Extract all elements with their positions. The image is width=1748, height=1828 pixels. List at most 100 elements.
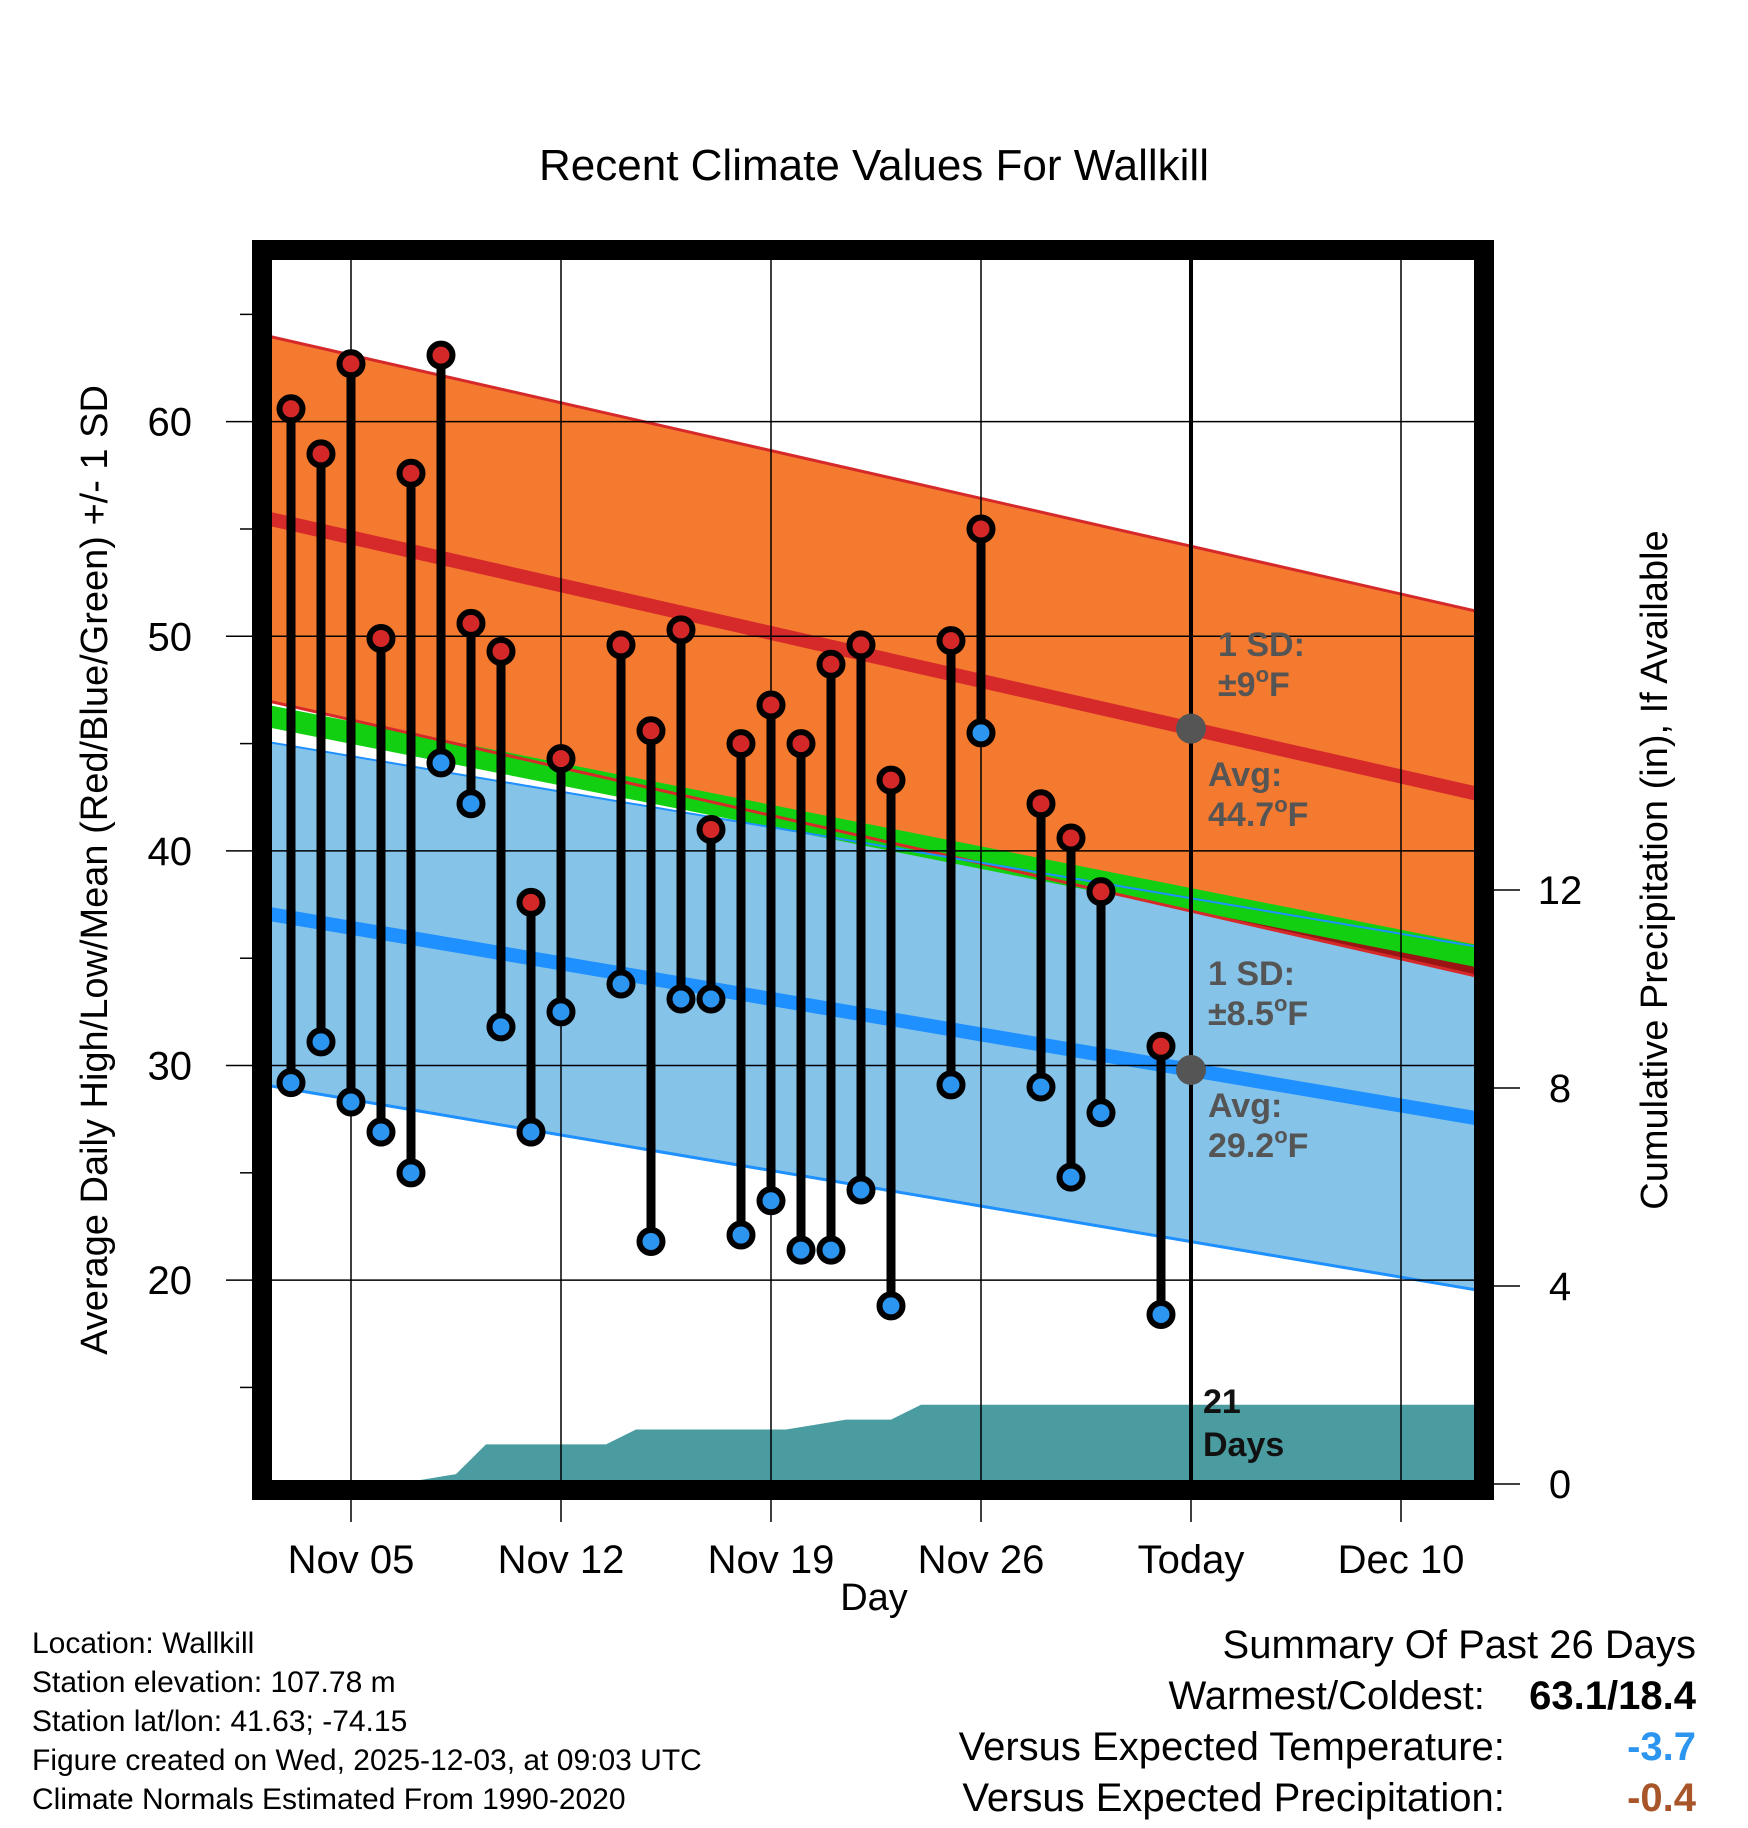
obs-low-point	[816, 1235, 846, 1265]
obs-high-point	[1026, 789, 1056, 819]
climate-chart: Recent Climate Values For Wallkill Avera…	[74, 141, 1676, 1619]
obs-low-point	[486, 1012, 516, 1042]
obs-low-point	[516, 1117, 546, 1147]
obs-high-point	[486, 636, 516, 666]
high-avg-annotation-degree: o	[1274, 792, 1287, 817]
obs-low-point	[336, 1087, 366, 1117]
today-low-avg-marker	[1176, 1054, 1206, 1085]
y2-tick-label: 4	[1549, 1265, 1571, 1309]
days-annotation-line1: 21	[1203, 1383, 1241, 1421]
warm-cold-label: Warmest/Coldest:	[1168, 1674, 1485, 1718]
high-avg-annotation-unit: F	[1288, 796, 1309, 834]
obs-high-point	[876, 765, 906, 795]
plot-frame	[252, 240, 1494, 1500]
obs-high-point	[276, 394, 306, 424]
obs-high-point	[696, 814, 726, 844]
high-lower-sd-line	[262, 698, 1484, 980]
high-sd-annotation-unit: F	[1269, 666, 1290, 704]
station-elevation: Station elevation: 107.78 m	[32, 1666, 396, 1699]
obs-low-point	[1026, 1072, 1056, 1102]
obs-low-point	[396, 1158, 426, 1188]
obs-high-point	[606, 630, 636, 660]
climate-normals-period: Climate Normals Estimated From 1990-2020	[32, 1783, 626, 1816]
obs-high-point	[336, 349, 366, 379]
station-latlon: Station lat/lon: 41.63; -74.15	[32, 1705, 408, 1738]
obs-high-point	[426, 340, 456, 370]
obs-low-point	[636, 1226, 666, 1256]
x-tick-label: Dec 10	[1338, 1538, 1465, 1582]
obs-high-point	[726, 729, 756, 759]
obs-high-point	[366, 623, 396, 653]
obs-low-point	[726, 1220, 756, 1250]
obs-low-point	[456, 789, 486, 819]
low-avg-annotation-degree: o	[1274, 1123, 1287, 1148]
y2-axis-label: Cumulative Precipitation (in), If Availa…	[1634, 530, 1676, 1209]
low-lower-sd-line	[262, 1082, 1484, 1293]
station-info: Location: Wallkill Station elevation: 10…	[32, 1624, 702, 1819]
obs-high-point	[756, 690, 786, 720]
y-axis-label: Average Daily High/Low/Mean (Red/Blue/Gr…	[74, 385, 116, 1355]
summary-temp: Versus Expected Temperature: -3.7	[959, 1722, 1696, 1773]
obs-high-point	[1146, 1031, 1176, 1061]
obs-high-point	[1086, 877, 1116, 907]
obs-low-point	[936, 1070, 966, 1100]
today-high-avg-marker	[1176, 713, 1206, 744]
mean-normal-band	[262, 703, 1484, 969]
y2-tick-label: 8	[1549, 1067, 1571, 1111]
obs-low-point	[966, 718, 996, 748]
obs-low-point	[666, 984, 696, 1014]
obs-low-point	[366, 1117, 396, 1147]
high-upper-sd-line	[262, 333, 1484, 615]
high-sd-annotation-line1: 1 SD:	[1218, 626, 1305, 664]
y2-tick-label: 12	[1538, 869, 1583, 913]
high-normal-line	[262, 509, 1484, 803]
low-avg-annotation-line2: 29.2oF	[1208, 1123, 1308, 1165]
obs-high-point	[546, 744, 576, 774]
obs-low-point	[306, 1027, 336, 1057]
obs-high-point	[306, 439, 336, 469]
obs-high-point	[396, 458, 426, 488]
high-avg-annotation-line2: 44.7oF	[1208, 792, 1308, 834]
precip-delta-value: -0.4	[1627, 1776, 1696, 1820]
high-sd-annotation-line2: ±9oF	[1218, 662, 1290, 704]
station-location: Location: Wallkill	[32, 1627, 255, 1660]
y-tick-label: 30	[148, 1045, 193, 1089]
y-tick-label: 60	[148, 401, 193, 445]
x-tick-label: Nov 19	[708, 1538, 835, 1582]
obs-high-point	[786, 729, 816, 759]
x-tick-label: Nov 05	[288, 1538, 415, 1582]
obs-high-point	[846, 630, 876, 660]
obs-low-point	[846, 1175, 876, 1205]
obs-high-point	[516, 887, 546, 917]
obs-low-point	[426, 748, 456, 778]
summary-title: Summary Of Past 26 Days	[1222, 1623, 1696, 1667]
obs-low-point	[606, 969, 636, 999]
y-tick-label: 40	[148, 830, 193, 874]
x-axis-label: Day	[840, 1577, 908, 1619]
x-tick-label: Nov 26	[918, 1538, 1045, 1582]
low-avg-annotation-unit: F	[1288, 1127, 1309, 1165]
chart-title: Recent Climate Values For Wallkill	[539, 141, 1209, 190]
obs-high-point	[1056, 823, 1086, 853]
obs-high-point	[816, 649, 846, 679]
obs-high-point	[456, 608, 486, 638]
days-annotation-line2: Days	[1203, 1426, 1284, 1464]
obs-high-point	[636, 716, 666, 746]
obs-low-point	[276, 1068, 306, 1098]
low-sd-annotation-degree: o	[1274, 991, 1287, 1016]
high-sd-annotation-degree: o	[1256, 662, 1269, 687]
summary-panel: Summary Of Past 26 Days Warmest/Coldest:…	[959, 1620, 1696, 1824]
low-sd-annotation-line2: ±8.5oF	[1208, 991, 1308, 1033]
y2-tick-label: 0	[1549, 1463, 1571, 1507]
obs-high-point	[666, 615, 696, 645]
obs-low-point	[1146, 1299, 1176, 1329]
y-tick-label: 50	[148, 615, 193, 659]
figure-created: Figure created on Wed, 2025-12-03, at 09…	[32, 1744, 702, 1777]
low-sd-annotation-line1: 1 SD:	[1208, 955, 1295, 993]
obs-low-point	[756, 1186, 786, 1216]
obs-low-point	[546, 997, 576, 1027]
obs-low-point	[786, 1235, 816, 1265]
low-avg-annotation-line1: Avg:	[1208, 1087, 1282, 1125]
low-normal-line	[262, 905, 1484, 1127]
y-tick-label: 20	[148, 1259, 193, 1303]
